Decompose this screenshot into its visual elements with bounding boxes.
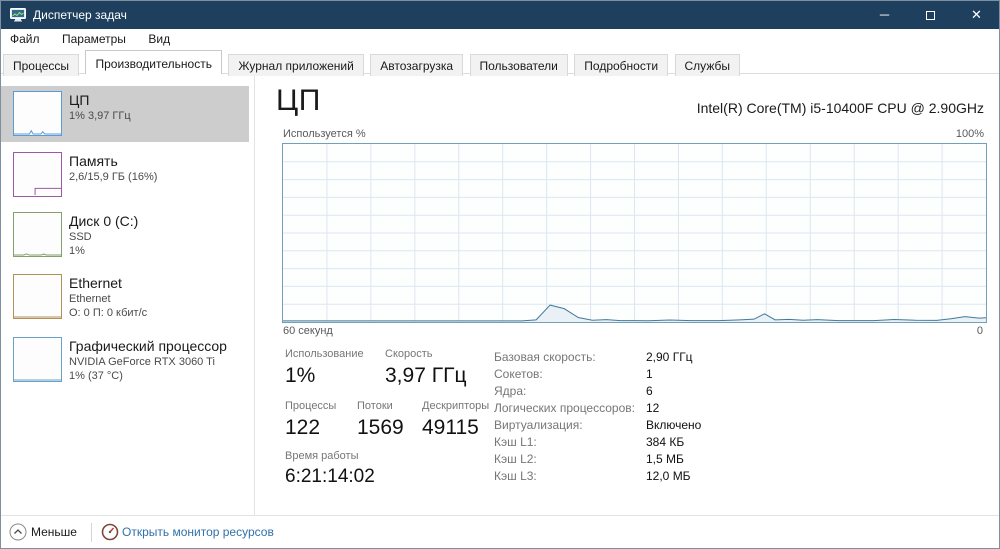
sidebar-disk-title: Диск 0 (C:) [69, 213, 139, 229]
logical-processors-label: Логических процессоров: [494, 401, 635, 415]
fewer-details-label[interactable]: Меньше [31, 525, 77, 539]
cpu-usage-chart[interactable] [282, 143, 987, 323]
cache-l1-value: 384 КБ [646, 435, 685, 449]
threads-label: Потоки [357, 400, 393, 412]
resource-monitor-icon [101, 523, 119, 541]
base-speed-label: Базовая скорость: [494, 350, 596, 364]
detail-row: Базовая скорость: 2,90 ГГц [494, 350, 914, 367]
chart-grid [283, 144, 986, 322]
sidebar-divider [254, 74, 255, 515]
base-speed-value: 2,90 ГГц [646, 350, 693, 364]
tab-services[interactable]: Службы [674, 54, 740, 76]
sidebar-ethernet-adapter: Ethernet [69, 293, 111, 305]
memory-mini-chart [13, 152, 62, 197]
tab-details[interactable]: Подробности [574, 54, 669, 76]
handles-label: Дескрипторы [422, 400, 490, 412]
menu-view[interactable]: Вид [148, 32, 171, 46]
speed-value: 3,97 ГГц [385, 364, 467, 387]
sidebar-gpu-title: Графический процессор [69, 338, 227, 354]
chart-xmin-label: 0 [976, 325, 983, 337]
processes-value: 122 [285, 416, 321, 439]
sidebar-gpu-usage: 1% (37 °C) [69, 370, 123, 382]
virtualization-value: Включено [646, 418, 702, 432]
maximize-icon [926, 11, 935, 21]
window-title: Диспетчер задач [33, 8, 127, 22]
uptime-label: Время работы [285, 450, 359, 462]
cpu-panel-title: ЦП [276, 84, 321, 117]
logical-processors-value: 12 [646, 401, 660, 415]
cpu-panel: ЦП Intel(R) Core(TM) i5-10400F CPU @ 2.9… [255, 74, 999, 515]
sidebar-ethernet-traffic: О: 0 П: 0 кбит/с [69, 307, 148, 319]
detail-row: Логических процессоров: 12 [494, 401, 914, 418]
sidebar-item-memory[interactable]: Память 2,6/15,9 ГБ (16%) [1, 147, 249, 203]
cpu-model-name: Intel(R) Core(TM) i5-10400F CPU @ 2.90GH… [696, 100, 984, 116]
cache-l3-label: Кэш L3: [494, 469, 537, 483]
cores-value: 6 [646, 384, 653, 398]
cache-l2-value: 1,5 МБ [646, 452, 684, 466]
processes-label: Процессы [285, 400, 337, 412]
detail-row: Сокетов: 1 [494, 367, 914, 384]
detail-row: Кэш L1: 384 КБ [494, 435, 914, 452]
sidebar-cpu-stats: 1% 3,97 ГГц [69, 110, 131, 122]
gpu-mini-chart [13, 337, 62, 382]
app-icon [10, 8, 26, 22]
chart-ymax-label: 100% [955, 128, 984, 140]
tab-processes[interactable]: Процессы [3, 54, 80, 76]
menu-file[interactable]: Файл [10, 32, 40, 46]
sidebar-disk-usage: 1% [69, 245, 85, 257]
open-resource-monitor-link[interactable]: Открыть монитор ресурсов [122, 525, 274, 539]
title-bar[interactable]: Диспетчер задач ─ ✕ [1, 1, 999, 29]
sidebar-item-cpu[interactable]: ЦП 1% 3,97 ГГц [1, 86, 249, 142]
virtualization-label: Виртуализация: [494, 418, 583, 432]
maximize-button[interactable] [908, 1, 953, 29]
sidebar-item-gpu[interactable]: Графический процессор NVIDIA GeForce RTX… [1, 332, 249, 394]
cpu-usage-line [283, 305, 986, 321]
usage-label: Использование [285, 348, 364, 360]
sidebar-ethernet-title: Ethernet [69, 275, 122, 291]
chevron-up-circle-icon [9, 523, 27, 541]
tab-strip: Процессы Производительность Журнал прило… [1, 49, 999, 76]
ethernet-mini-chart [13, 274, 62, 319]
sidebar-memory-stats: 2,6/15,9 ГБ (16%) [69, 171, 158, 183]
threads-value: 1569 [357, 416, 404, 439]
cpu-mini-chart [13, 91, 62, 136]
tab-startup[interactable]: Автозагрузка [370, 54, 464, 76]
close-button[interactable]: ✕ [971, 7, 982, 22]
sidebar-item-ethernet[interactable]: Ethernet Ethernet О: 0 П: 0 кбит/с [1, 269, 249, 325]
sidebar-item-disk0[interactable]: Диск 0 (C:) SSD 1% [1, 207, 249, 263]
sidebar-gpu-model: NVIDIA GeForce RTX 3060 Ti [69, 356, 215, 368]
footer-separator [91, 523, 92, 542]
tab-app-history[interactable]: Журнал приложений [228, 54, 364, 76]
performance-sidebar: ЦП 1% 3,97 ГГц Память 2,6/15,9 ГБ (16%) [1, 74, 254, 515]
cache-l1-label: Кэш L1: [494, 435, 537, 449]
handles-value: 49115 [422, 416, 479, 439]
sidebar-cpu-title: ЦП [69, 92, 90, 108]
chart-timespan-label: 60 секунд [283, 325, 333, 337]
menu-options[interactable]: Параметры [61, 32, 126, 46]
usage-value: 1% [285, 364, 316, 387]
sidebar-disk-type: SSD [69, 231, 92, 243]
footer-bar: Меньше Открыть монитор ресурсов [1, 515, 999, 548]
cores-label: Ядра: [494, 384, 527, 398]
detail-row: Кэш L3: 12,0 МБ [494, 469, 914, 486]
disk-mini-chart [13, 212, 62, 257]
cache-l3-value: 12,0 МБ [646, 469, 691, 483]
cache-l2-label: Кэш L2: [494, 452, 537, 466]
menu-bar: Файл Параметры Вид [1, 29, 999, 49]
minimize-button[interactable]: ─ [879, 7, 890, 22]
speed-label: Скорость [385, 348, 433, 360]
sockets-value: 1 [646, 367, 653, 381]
uptime-value: 6:21:14:02 [285, 466, 375, 487]
tab-users[interactable]: Пользователи [469, 54, 568, 76]
tab-performance[interactable]: Производительность [85, 50, 222, 74]
sockets-label: Сокетов: [494, 367, 543, 381]
detail-row: Ядра: 6 [494, 384, 914, 401]
resource-monitor-button[interactable] [101, 523, 119, 542]
detail-row: Кэш L2: 1,5 МБ [494, 452, 914, 469]
fewer-details-button[interactable] [9, 523, 27, 541]
chart-yaxis-label: Используется % [283, 128, 366, 140]
sidebar-memory-title: Память [69, 153, 118, 169]
detail-row: Виртуализация: Включено [494, 418, 914, 435]
